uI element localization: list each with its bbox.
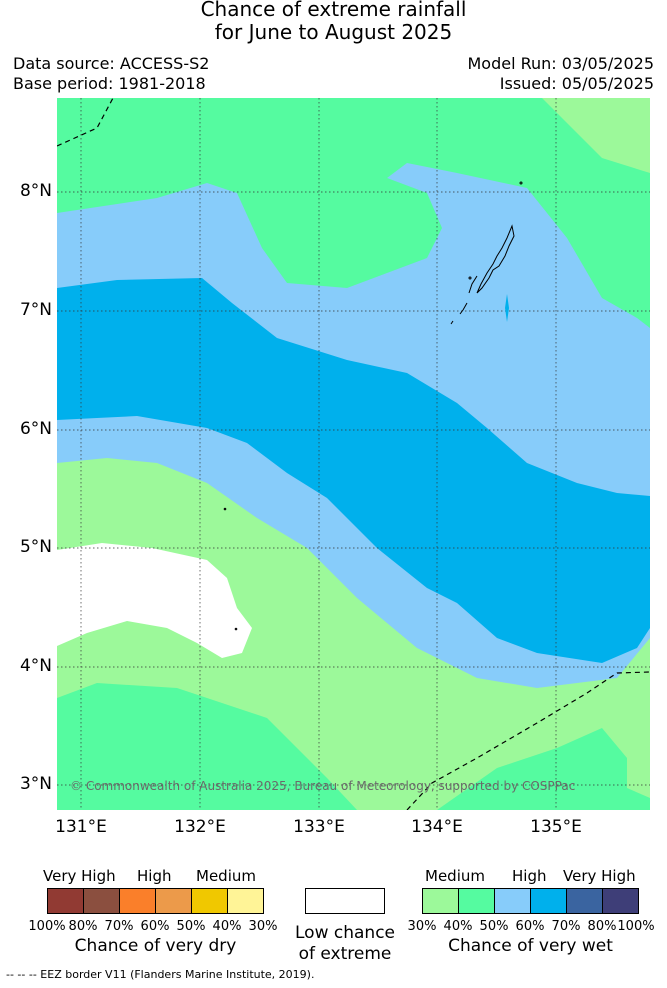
eez-footnote: -- -- -- EEZ border V11 (Flanders Marine…: [6, 968, 315, 981]
zone-60-70-wet: [57, 278, 650, 663]
dry-tick: 50%: [176, 919, 206, 934]
zone-40-50-wet-south: [57, 683, 357, 810]
graticule: [57, 98, 650, 810]
lon-label-134e: 134°E: [411, 817, 463, 837]
dry-group-medium: Medium: [196, 867, 256, 885]
base-period: Base period: 1981-2018: [13, 74, 206, 93]
wet-tick: 40%: [443, 919, 473, 934]
lat-label-5n: 5°N: [19, 537, 52, 557]
eez-border: [57, 98, 650, 810]
issued-date: Issued: 05/05/2025: [499, 74, 654, 93]
data-source: Data source: ACCESS-S2: [13, 54, 210, 73]
lon-label-133e: 133°E: [293, 817, 345, 837]
wet-tick: 30%: [407, 919, 437, 934]
zone-40-50-wet-se: [437, 728, 650, 810]
wet-tick: 100%: [617, 919, 655, 934]
dry-tick: 40%: [212, 919, 242, 934]
lat-label-6n: 6°N: [19, 419, 52, 439]
wet-swatch-50-60: [494, 888, 531, 914]
dry-tick: 30%: [248, 919, 278, 934]
dry-swatch-40-50: [191, 888, 228, 914]
lat-label-4n: 4°N: [19, 656, 52, 676]
title-line2: for June to August 2025: [214, 20, 453, 44]
wet-swatch-60-70: [530, 888, 567, 914]
dry-swatch-50-60: [155, 888, 192, 914]
wet-tick: 50%: [479, 919, 509, 934]
low-caption-line2: of extreme: [298, 944, 392, 964]
dry-tick: 100%: [28, 919, 66, 934]
title-line1: Chance of extreme rainfall: [200, 0, 467, 21]
low-chance-swatch: [305, 888, 385, 914]
rainfall-map: © Commonwealth of Australia 2025, Bureau…: [57, 98, 650, 810]
wet-group-high: High: [512, 867, 547, 885]
wet-tick: 60%: [515, 919, 545, 934]
zone-low-chance: [57, 543, 252, 658]
wet-group-very-high: Very High: [563, 867, 636, 885]
dry-tick: 60%: [140, 919, 170, 934]
lon-label-135e: 135°E: [530, 817, 582, 837]
dry-tick: 80%: [68, 919, 98, 934]
lon-label-132e: 132°E: [174, 817, 226, 837]
wet-tick: 80%: [587, 919, 617, 934]
palau-islands: [223, 181, 523, 631]
low-caption-line1: Low chance: [295, 923, 395, 943]
wet-swatch-70-80: [566, 888, 603, 914]
dry-group-very-high: Very High: [43, 867, 116, 885]
dry-tick: 70%: [104, 919, 134, 934]
wet-caption: Chance of very wet: [448, 936, 613, 956]
lon-label-131e: 131°E: [55, 817, 107, 837]
model-run: Model Run: 03/05/2025: [467, 54, 655, 73]
dry-swatch-30-40: [227, 888, 264, 914]
wet-swatch-80-100: [602, 888, 639, 914]
dry-swatch-60-70: [119, 888, 156, 914]
wet-group-medium: Medium: [425, 867, 485, 885]
dry-group-high: High: [137, 867, 172, 885]
lagoon-mark: [505, 294, 509, 322]
lat-label-3n: 3°N: [19, 774, 52, 794]
dry-swatch-70-80: [83, 888, 120, 914]
lat-label-8n: 8°N: [19, 181, 52, 201]
wet-swatch-40-50: [458, 888, 495, 914]
dry-caption: Chance of very dry: [74, 936, 237, 956]
lat-label-7n: 7°N: [19, 300, 52, 320]
wet-tick: 70%: [551, 919, 581, 934]
wet-swatch-30-40: [422, 888, 459, 914]
copyright-text: © Commonwealth of Australia 2025, Bureau…: [70, 779, 575, 793]
dry-swatch-80-100: [47, 888, 84, 914]
